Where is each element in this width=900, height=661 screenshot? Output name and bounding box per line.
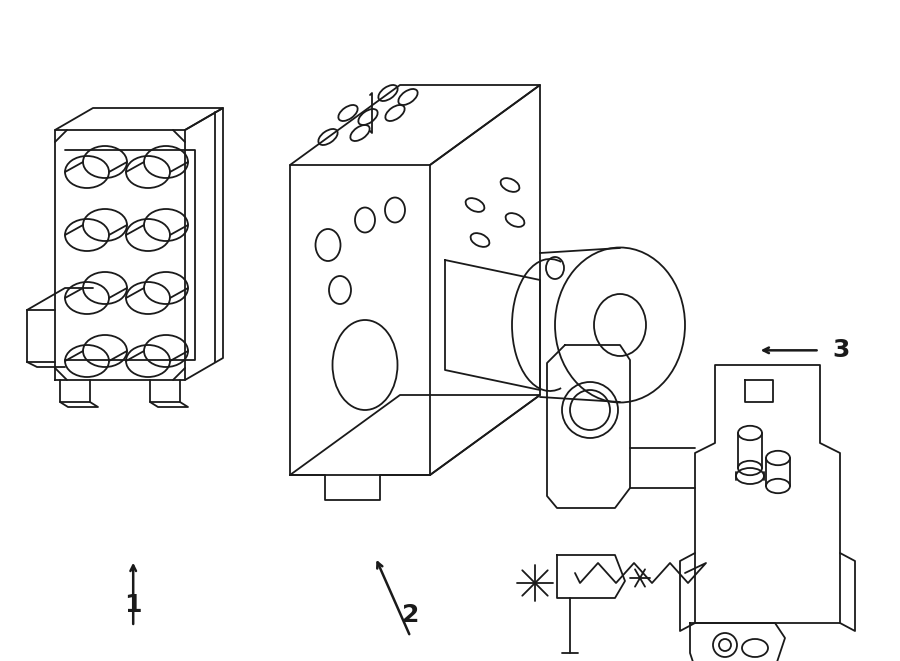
Text: 1: 1 bbox=[124, 593, 142, 617]
Text: 2: 2 bbox=[401, 603, 419, 627]
Text: 3: 3 bbox=[832, 338, 850, 362]
